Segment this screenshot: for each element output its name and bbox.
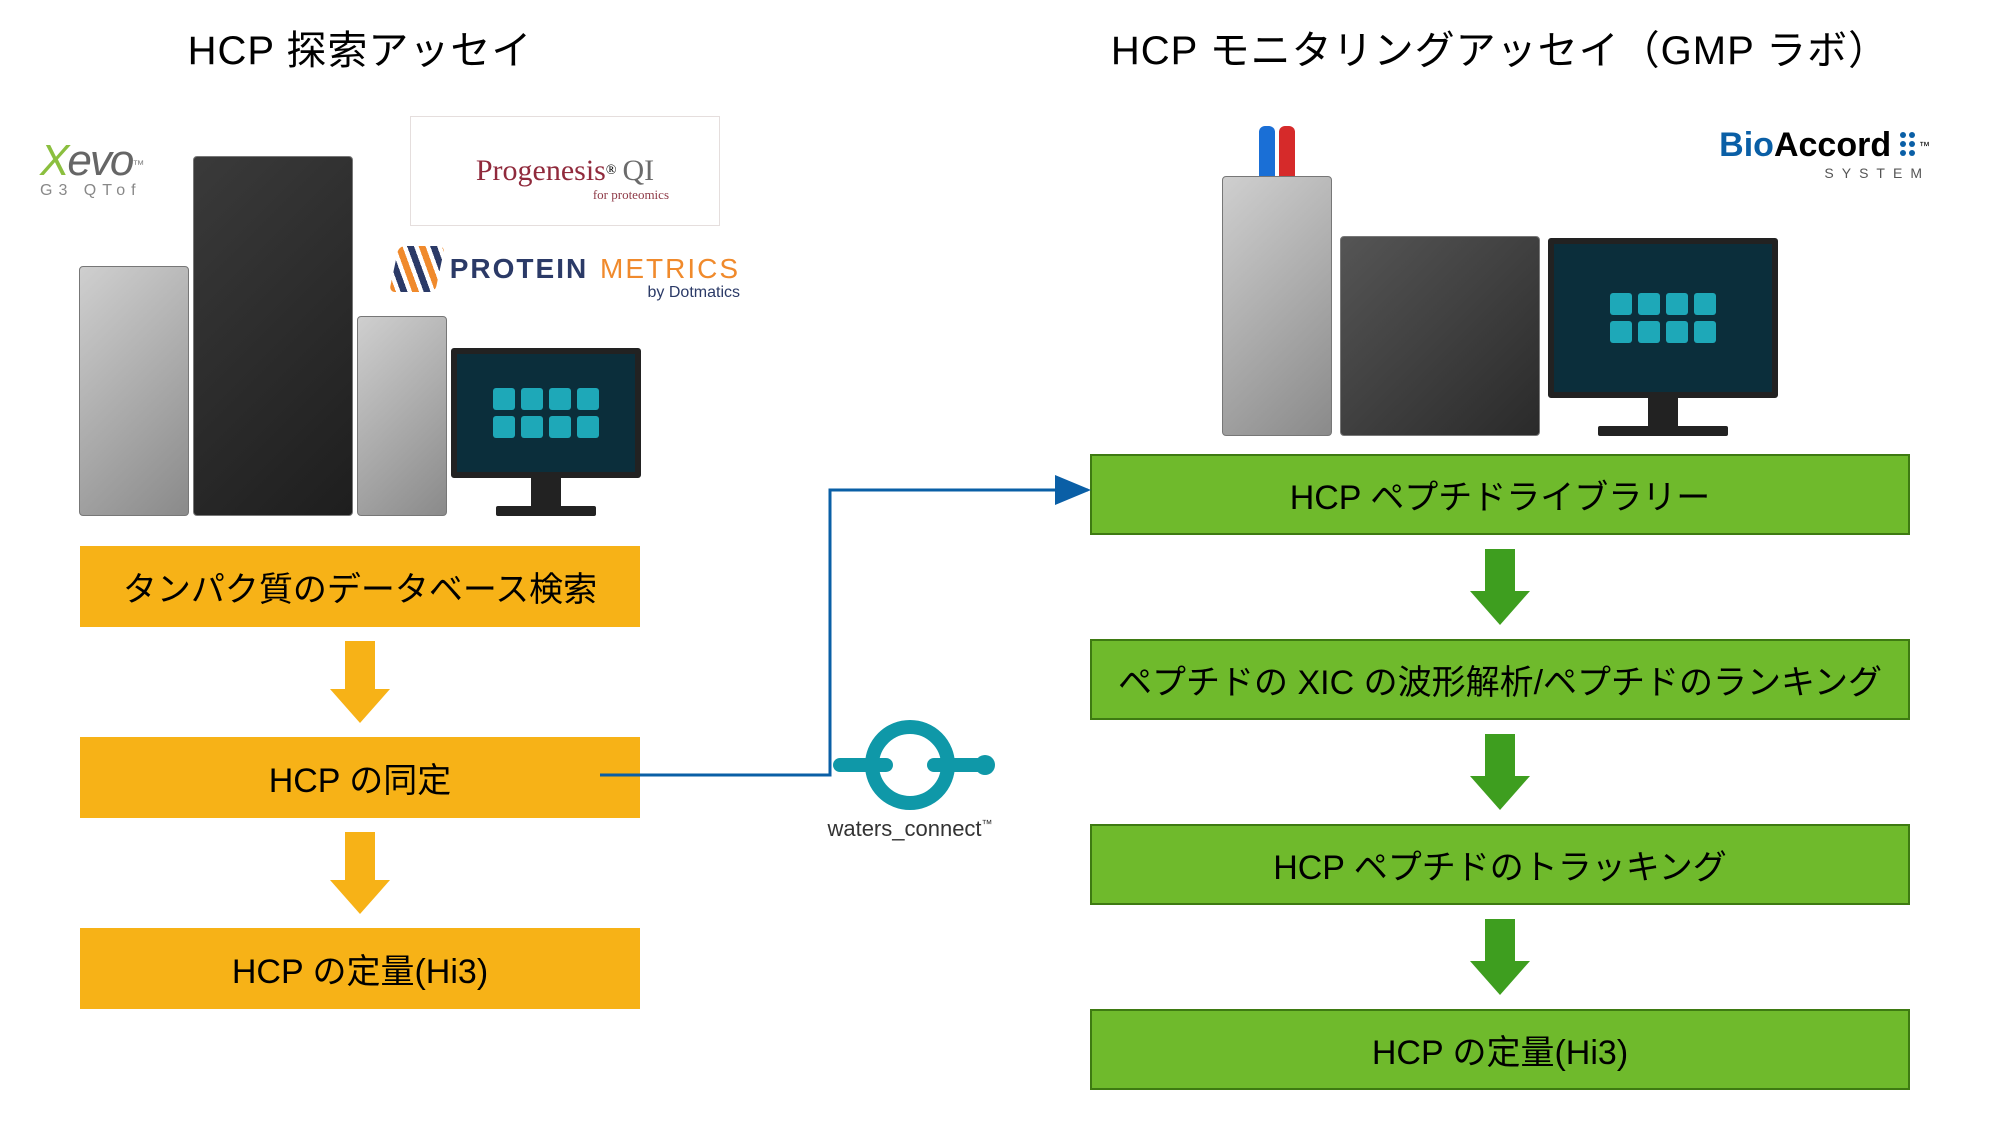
left-title: HCP 探索アッセイ xyxy=(188,18,533,76)
monitor-icon xyxy=(1548,238,1778,436)
right-equipment-area: BioAccord ™ SYSTEM xyxy=(1070,96,1930,436)
xevo-subtitle: G3 QTof xyxy=(40,182,240,200)
right-flow: HCP ペプチドライブラリー ペプチドの XIC の波形解析/ペプチドのランキン… xyxy=(1090,454,1910,1090)
protein-metrics-logo: PROTEIN METRICS by Dotmatics xyxy=(394,246,740,292)
monitor-icon xyxy=(451,348,641,516)
left-step-3: HCP の定量(Hi3) xyxy=(80,928,640,1009)
right-step-1: HCP ペプチドライブラリー xyxy=(1090,454,1910,535)
right-title: HCP モニタリングアッセイ（GMP ラボ） xyxy=(1111,18,1889,76)
down-arrow-icon xyxy=(330,641,390,723)
waters-connect-label: waters_connect xyxy=(827,816,981,841)
right-column: HCP モニタリングアッセイ（GMP ラボ） BioAccord ™ SYSTE… xyxy=(1070,0,1930,1090)
left-step-2: HCP の同定 xyxy=(80,737,640,818)
waters-connect-logo: waters_connect™ xyxy=(780,720,1040,842)
down-arrow-icon xyxy=(1470,549,1530,625)
left-step-1: タンパク質のデータベース検索 xyxy=(80,546,640,627)
right-step-4: HCP の定量(Hi3) xyxy=(1090,1009,1910,1090)
pm-stripes-icon xyxy=(389,246,445,292)
right-step-2: ペプチドの XIC の波形解析/ペプチドのランキング xyxy=(1090,639,1910,720)
waters-connect-icon xyxy=(865,720,955,810)
progenesis-logo: Progenesis® QI for proteomics xyxy=(410,116,720,226)
bioaccord-logo: BioAccord ™ SYSTEM xyxy=(1719,126,1930,181)
left-flow: タンパク質のデータベース検索 HCP の同定 HCP の定量(Hi3) xyxy=(80,546,640,1009)
left-equipment-area: Xevo™ G3 QTof Progenesis® QI for proteom… xyxy=(40,96,680,516)
solvent-bottles-icon xyxy=(1259,126,1295,180)
left-column: HCP 探索アッセイ Xevo™ G3 QTof Progenesis® QI … xyxy=(40,0,680,1009)
bioaccord-instrument xyxy=(1222,126,1778,436)
down-arrow-icon xyxy=(1470,919,1530,995)
down-arrow-icon xyxy=(1470,734,1530,810)
right-step-3: HCP ペプチドのトラッキング xyxy=(1090,824,1910,905)
down-arrow-icon xyxy=(330,832,390,914)
xevo-logo: Xevo™ G3 QTof xyxy=(40,136,240,200)
